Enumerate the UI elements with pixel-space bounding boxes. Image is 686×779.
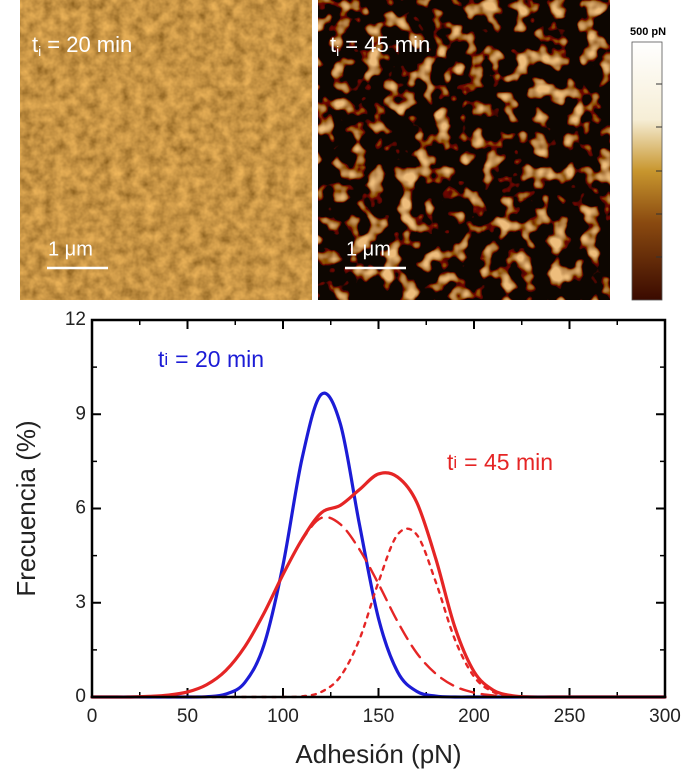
x-tick-label: 250 — [554, 706, 586, 727]
panel-label: ti = 45 min — [330, 32, 430, 59]
x-tick-label: 300 — [649, 706, 681, 727]
y-tick-label: 9 — [75, 403, 86, 424]
annotation-rest: = 20 min — [175, 346, 264, 372]
y-tick-label: 0 — [75, 686, 86, 707]
colorbar-label: 500 pN — [630, 26, 666, 38]
scale-bar-label: 1 μm — [48, 238, 93, 260]
label-sub: i — [336, 43, 339, 59]
label-base: t — [32, 32, 38, 57]
annotation-sub: i — [453, 453, 457, 472]
afm-image-1 — [20, 0, 312, 300]
x-tick-label: 50 — [177, 706, 198, 727]
x-tick-label: 200 — [458, 706, 490, 727]
label-rest: = 45 min — [345, 32, 430, 57]
series-line — [90, 391, 667, 699]
label-base: t — [330, 32, 336, 57]
afm-image-2 — [318, 0, 610, 300]
x-axis-label: Adhesión (pN) — [295, 739, 461, 769]
label-sub: i — [38, 43, 41, 59]
y-tick-label: 3 — [75, 592, 86, 613]
plot: 0 50 100 150 200 250 300 0 3 6 9 12 Adhesión (pN) Fre… — [11, 309, 681, 769]
annotation: ti = 45 min — [447, 449, 553, 475]
series-line — [90, 515, 667, 699]
annotation-base: t — [158, 346, 165, 372]
y-tick-label: 6 — [75, 498, 86, 519]
plot-frame — [90, 318, 667, 699]
x-tick-label: 100 — [267, 706, 299, 727]
annotation-base: t — [447, 449, 454, 475]
x-tick-label: 150 — [363, 706, 395, 727]
x-tick-label: 0 — [87, 706, 98, 727]
annotation-rest: = 45 min — [464, 449, 553, 475]
colorbar — [631, 41, 663, 301]
y-axis-label: Frecuencia (%) — [11, 420, 41, 596]
annotation-sub: i — [164, 350, 168, 369]
label-rest: = 20 min — [47, 32, 132, 57]
annotation: ti = 20 min — [158, 346, 264, 372]
scale-bar-label: 1 μm — [346, 238, 391, 260]
panel-label: ti = 20 min — [32, 32, 132, 59]
y-tick-label: 12 — [65, 309, 86, 330]
